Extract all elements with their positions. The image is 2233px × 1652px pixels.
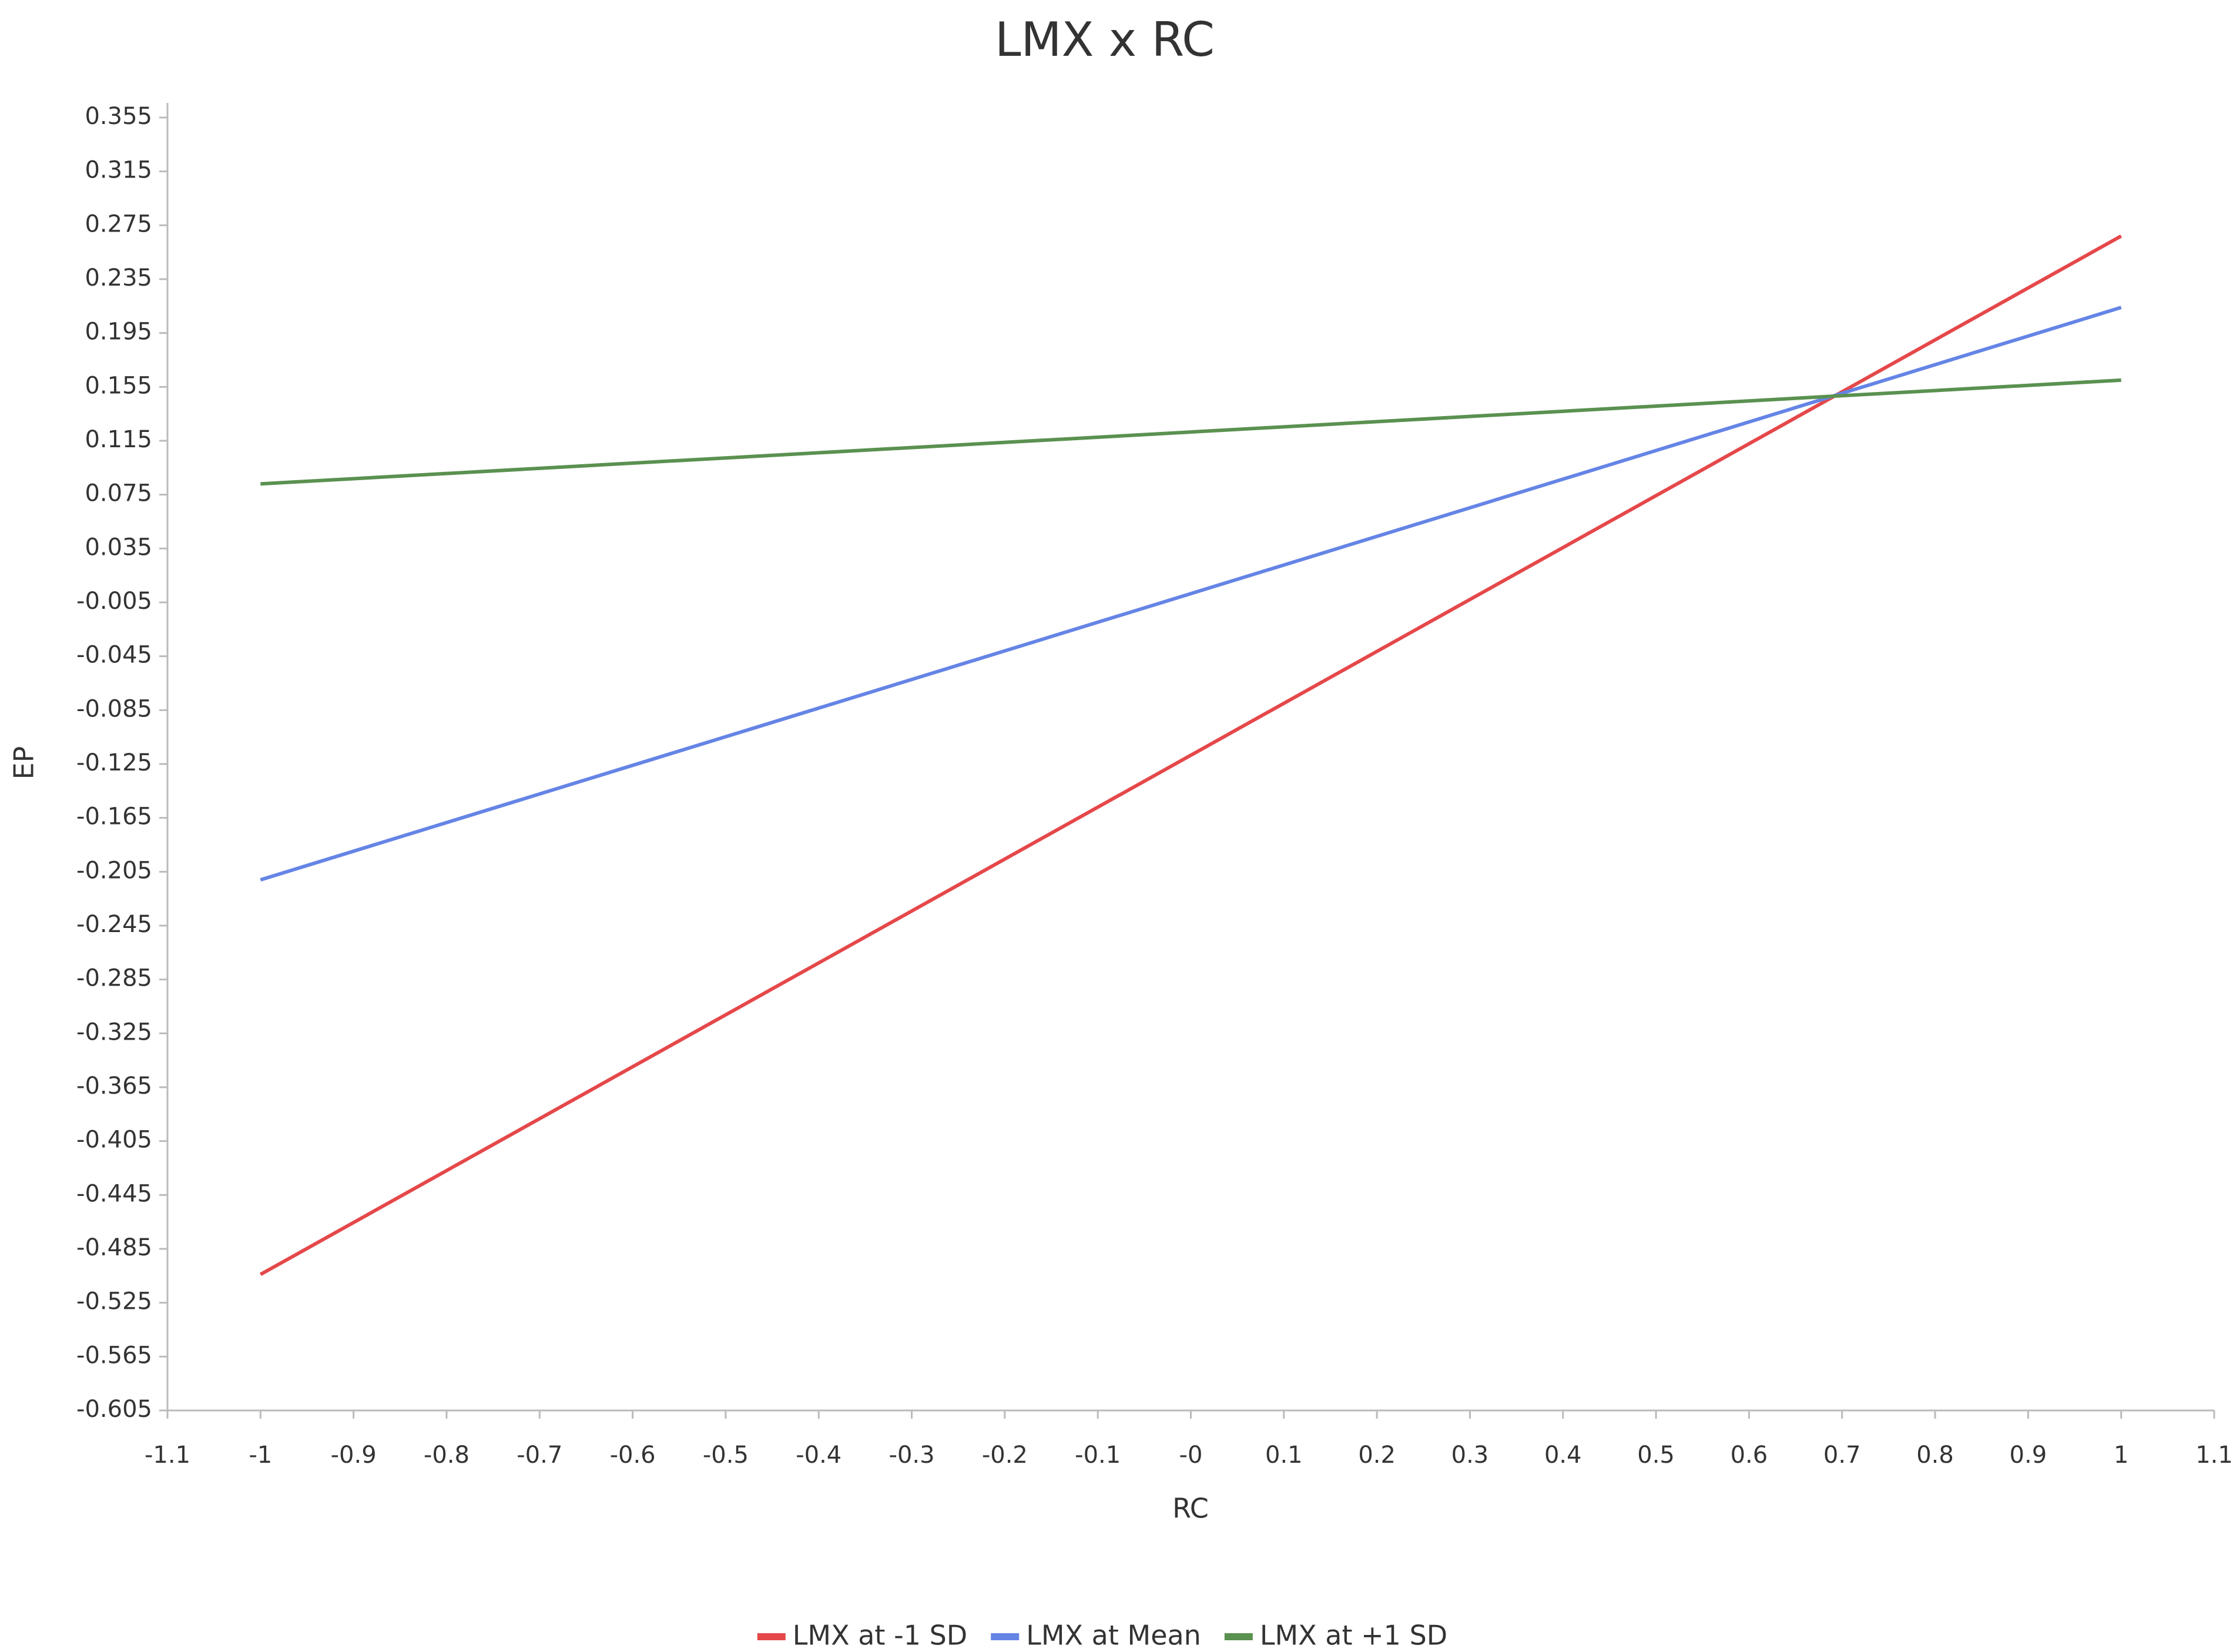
line	[259, 234, 2123, 1276]
y-tick-label: -0.125	[76, 749, 152, 776]
y-tick-label: 0.115	[85, 426, 152, 453]
y-tick-label: 0.195	[85, 319, 152, 346]
y-axis-label: EP	[8, 746, 40, 780]
y-tick-label: 0.235	[85, 264, 152, 291]
x-tick-label: -0.6	[610, 1442, 656, 1469]
x-tick-label: -0.9	[331, 1442, 377, 1469]
y-tick-label: 0.275	[85, 210, 152, 237]
y-tick-label: -0.365	[76, 1073, 152, 1100]
y-tick-label: -0.445	[76, 1180, 152, 1207]
x-tick-label: -0	[1179, 1442, 1203, 1469]
y-tick-label: -0.005	[76, 588, 152, 615]
x-tick-label: 1	[2114, 1442, 2128, 1469]
line	[260, 378, 2121, 486]
x-tick-label: -0.3	[889, 1442, 935, 1469]
x-tick-label: -0.4	[796, 1442, 841, 1469]
legend-label: LMX at Mean	[1026, 1620, 1201, 1651]
x-tick-label: 0.8	[1916, 1442, 1954, 1469]
x-tick-label: 0.2	[1358, 1442, 1396, 1469]
y-tick-label: 0.315	[85, 157, 152, 184]
line	[260, 306, 2122, 882]
legend-swatch	[991, 1633, 1020, 1640]
x-tick-label: 0.4	[1544, 1442, 1582, 1469]
x-tick-label: 0.6	[1731, 1442, 1768, 1469]
x-tick-label: -1	[249, 1442, 272, 1469]
y-tick-label: 0.155	[85, 372, 152, 399]
x-tick-label: -0.7	[517, 1442, 562, 1469]
x-tick-label: 0.9	[2010, 1442, 2047, 1469]
y-tick-label: -0.085	[76, 695, 152, 722]
y-tick-label: 0.075	[85, 480, 152, 507]
legend-label: LMX at -1 SD	[793, 1620, 967, 1651]
y-tick-label: -0.405	[76, 1127, 152, 1154]
x-tick-label: 0.1	[1265, 1442, 1303, 1469]
x-tick-label: -0.8	[424, 1442, 470, 1469]
y-tick-label: -0.245	[76, 911, 152, 938]
legend-swatch	[1224, 1633, 1253, 1640]
y-tick-label: -0.205	[76, 857, 152, 884]
y-tick-label: -0.285	[76, 965, 152, 992]
y-tick-label: -0.525	[76, 1288, 152, 1315]
x-axis-label: RC	[1172, 1493, 1209, 1524]
y-tick-label: -0.045	[76, 642, 152, 669]
x-tick-label: -1.1	[145, 1442, 190, 1469]
y-tick-label: -0.485	[76, 1234, 152, 1261]
legend-label: LMX at +1 SD	[1260, 1620, 1447, 1651]
legend-swatch	[757, 1633, 786, 1640]
x-tick-label: -0.5	[703, 1442, 749, 1469]
chart-title: LMX x RC	[995, 12, 1215, 67]
y-tick-label: -0.165	[76, 803, 152, 830]
y-tick-label: -0.605	[76, 1396, 152, 1423]
x-tick-label: 0.7	[1823, 1442, 1861, 1469]
x-tick-label: -0.2	[982, 1442, 1028, 1469]
y-tick-label: 0.355	[85, 103, 152, 130]
x-tick-label: 0.3	[1451, 1442, 1489, 1469]
y-tick-label: -0.565	[76, 1342, 152, 1369]
y-tick-label: 0.035	[85, 534, 152, 561]
x-tick-label: 1.1	[2195, 1442, 2233, 1469]
y-tick-label: -0.325	[76, 1018, 152, 1046]
x-tick-label: 0.5	[1637, 1442, 1675, 1469]
x-tick-label: -0.1	[1075, 1442, 1121, 1469]
